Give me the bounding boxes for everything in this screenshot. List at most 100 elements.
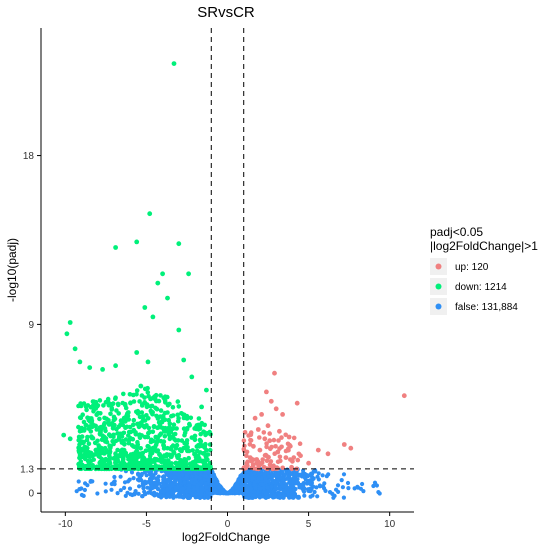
data-point [273,406,279,412]
data-point [268,398,274,404]
non-significant-cloud [74,466,382,500]
down-point [157,452,162,457]
down-point [104,450,110,455]
false-point [302,493,307,498]
down-point [121,391,126,397]
data-point [147,211,153,217]
false-point [273,484,278,489]
false-point [288,488,293,493]
down-point [94,412,99,418]
up-point [280,465,286,471]
down-point [137,414,143,420]
down-point [147,461,153,466]
up-point [264,444,269,450]
false-point [318,484,323,489]
data-point [160,271,166,277]
false-point [281,494,286,499]
data-point [252,415,258,421]
down-point [158,431,164,437]
down-point [102,445,108,451]
down-point [182,430,188,436]
down-point [194,444,200,449]
plot-area [41,28,414,512]
down-point [135,444,140,450]
data-point [199,404,205,410]
false-point [280,484,285,489]
down-point [110,465,116,471]
false-point [290,484,295,489]
false-point [198,491,204,496]
false-point [103,489,108,494]
x-tick-label: 5 [306,519,312,530]
y-axis-label: -log10(padj) [5,238,19,302]
down-point [205,457,210,463]
down-point [165,394,170,400]
false-point [306,488,311,493]
up-point [268,459,274,464]
up-point [261,464,267,470]
down-point [111,441,116,447]
down-point [148,457,153,462]
false-point [191,488,196,493]
down-point [161,446,167,451]
data-point [134,350,140,355]
false-point [250,476,255,481]
chart-title: SRvsCR [197,4,255,21]
false-point [215,485,221,490]
false-point [175,485,180,490]
data-point [244,460,250,466]
false-point [192,493,197,498]
down-point [184,416,190,421]
down-point [142,386,148,392]
false-point [371,483,376,489]
false-point [184,473,189,478]
false-point [164,487,170,492]
down-point [94,403,100,408]
up-point [297,441,303,447]
false-point [305,480,310,486]
down-point [108,411,113,417]
data-point [77,359,83,365]
down-point [146,393,151,399]
down-point [140,464,146,470]
false-point [235,479,240,484]
false-point [202,473,207,478]
down-regulated-cloud [76,383,214,472]
up-point [264,458,270,464]
down-point [89,434,95,440]
false-point [118,488,123,493]
data-point [257,447,263,453]
down-point [131,399,137,404]
down-point [171,422,177,428]
false-point [263,477,268,482]
false-point [285,486,290,491]
false-point [150,476,155,481]
false-point [131,476,136,481]
down-point [165,410,170,415]
false-point [127,486,133,491]
false-point [261,485,266,491]
false-point [301,474,306,479]
down-point [142,425,147,430]
data-point [275,449,281,455]
down-point [150,411,155,417]
false-point [129,470,135,475]
false-point [213,482,218,487]
false-point [85,483,90,488]
down-point [102,426,108,431]
data-point [84,453,89,459]
down-point [91,457,96,462]
data-point [262,436,268,442]
data-point [264,453,269,459]
down-point [129,443,135,448]
up-point [289,464,294,470]
data-point [165,295,170,301]
data-point [265,423,271,429]
false-point [182,480,187,485]
down-point [121,415,127,421]
down-point [79,454,84,460]
data-point [247,455,253,460]
false-point [326,472,331,477]
up-point [241,438,247,443]
